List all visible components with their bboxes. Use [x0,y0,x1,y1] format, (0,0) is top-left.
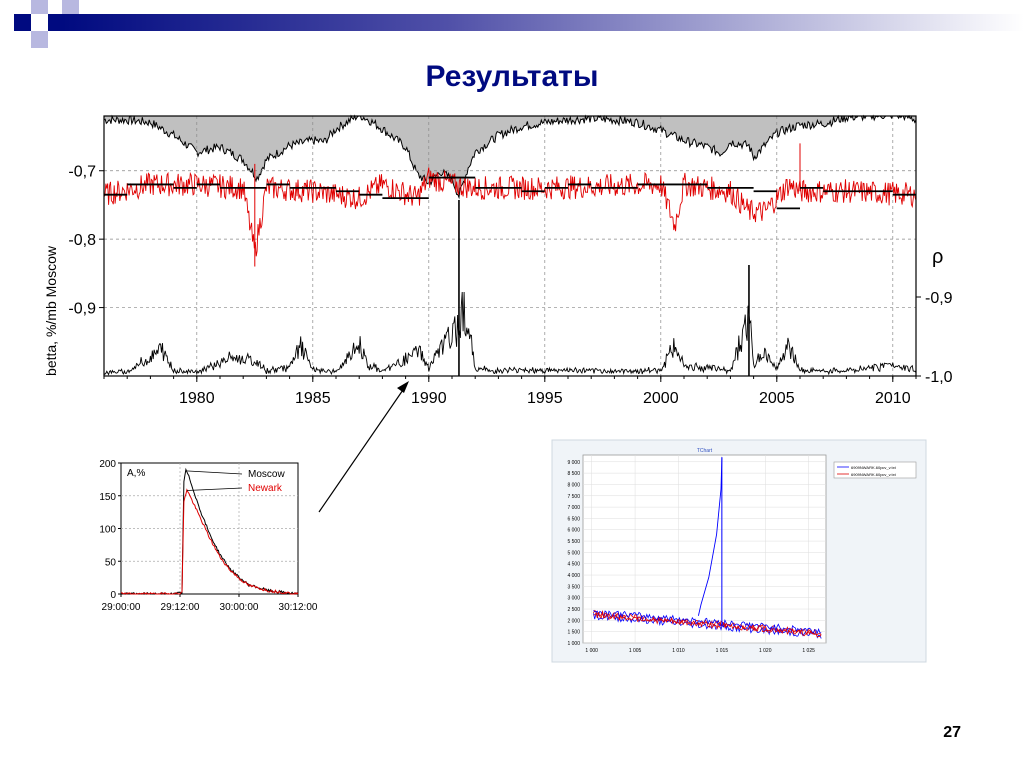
page-number: 27 [943,724,961,741]
annotation-arrow-line [318,386,406,513]
header-square-navy-1 [14,14,31,31]
x-tick-label-2000: 2000 [643,390,679,407]
x-tick-label-2005: 2005 [759,390,795,407]
y-left-tick-label: -0,8 [68,232,96,249]
header-square-light-2 [31,31,48,48]
x-tick-label-1985: 1985 [295,390,331,407]
y-axis-label: betta, %/mb Moscow [43,245,59,376]
y-left-tick-label: -0,7 [68,164,96,181]
x-tick-label-1990: 1990 [411,390,447,407]
annotation-arrow-head [397,381,409,393]
slide-title: Результаты [425,60,599,93]
plot-frame [103,115,917,377]
gray-area-fill [104,116,916,198]
plot-area [104,116,916,376]
header-gradient-bar [62,14,1024,31]
y2-rho-symbol: ρ [932,246,943,268]
header-square-navy-2 [48,14,62,31]
bottom-spike-line [103,291,917,376]
x-tick-label-2010: 2010 [875,390,911,407]
x-tick-label-1995: 1995 [527,390,563,407]
y-left-tick-label: -0,9 [68,301,96,318]
header-square-light-3 [62,0,79,14]
gray-area-trace [103,114,917,200]
x-tick-label-1980: 1980 [179,390,215,407]
y-right-tick-label: -1,0 [925,369,953,386]
red-ratio-line [103,167,917,257]
header-square-light-1 [31,0,48,14]
y-right-tick-label: -0,9 [925,290,953,307]
